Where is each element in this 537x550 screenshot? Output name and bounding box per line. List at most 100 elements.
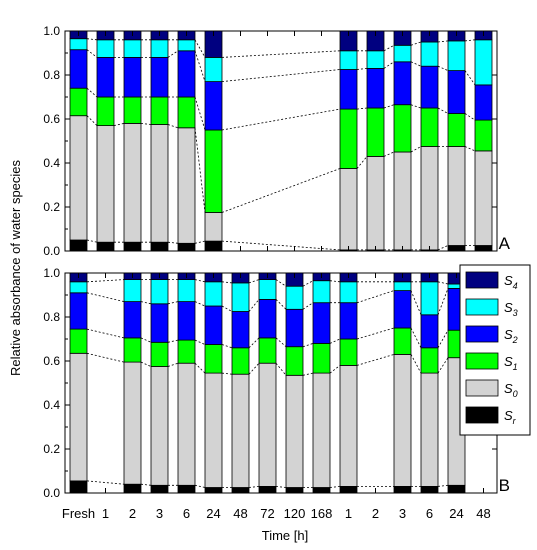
bar-segment-s0 (231, 373, 250, 488)
y-tick-label: 0.6 (43, 112, 60, 126)
bar-segment-s2 (150, 303, 169, 343)
bar-segment-s3 (177, 279, 196, 303)
connector-line (248, 337, 260, 349)
bar-segment-s1 (204, 129, 223, 213)
bar-stack (420, 272, 439, 494)
connector-line (167, 50, 179, 58)
connector-line (221, 50, 341, 58)
bar-segment-s2 (150, 57, 169, 98)
x-tick-label: 72 (260, 506, 274, 521)
y-tick-label: 0.6 (43, 354, 60, 368)
bar-segment-s1 (447, 113, 466, 147)
connector-line (356, 290, 395, 304)
connector-line (86, 115, 98, 126)
connector-line (194, 362, 206, 374)
bar-segment-s0 (366, 155, 385, 251)
connector-line (248, 279, 260, 284)
legend: S4 S3 S2 S1 S0 Sr (459, 264, 531, 436)
bar-segment-s0 (96, 125, 115, 243)
bar-stack (231, 272, 250, 494)
bar-segment-s1 (177, 339, 196, 364)
y-tick-label: 1.0 (43, 24, 60, 38)
bar-segment-s2 (69, 49, 88, 89)
bar-segment-s1 (150, 96, 169, 125)
legend-swatch (465, 298, 499, 316)
bar-segment-s0 (312, 372, 331, 488)
bar-stack (123, 272, 142, 494)
bar-segment-s3 (123, 279, 142, 303)
bar-segment-s0 (339, 364, 358, 487)
bar-segment-s3 (150, 39, 169, 58)
bar-segment-s2 (393, 290, 412, 329)
connector-line (356, 156, 368, 169)
y-axis-label: Relative absorbance of water species (8, 159, 23, 376)
x-axis-label: Time [h] (262, 528, 308, 543)
bar-stack (366, 30, 385, 252)
panel-label: A (499, 234, 511, 253)
connector-line (194, 484, 206, 488)
connector-line (86, 38, 98, 41)
bar-segment-s1 (393, 327, 412, 355)
bar-stack (258, 272, 277, 494)
connector-line (437, 40, 449, 43)
bar-segment-s2 (285, 308, 304, 348)
bar-stack (123, 30, 142, 252)
bar-stack (285, 272, 304, 494)
x-tick-label: 24 (449, 506, 463, 521)
bar-segment-s2 (177, 301, 196, 341)
bar-segment-s0 (69, 352, 88, 482)
bar-segment-s1 (69, 328, 88, 354)
connector-line (167, 301, 179, 305)
bar-segment-s0 (420, 372, 439, 487)
connector-line (221, 281, 233, 284)
x-tick-label: 3 (399, 506, 406, 521)
connector-line (275, 486, 287, 488)
connector-line (140, 361, 152, 367)
connector-line (437, 357, 449, 374)
connector-line (329, 338, 341, 344)
panel-a: 0.0 0.2 0.4 0.6 0.8 1.0 A (43, 24, 510, 258)
connector-line (464, 39, 476, 42)
connector-line (86, 352, 125, 363)
legend-swatch (465, 352, 499, 370)
bar-segment-s0 (150, 366, 169, 486)
connector-line (329, 280, 341, 283)
bar-segment-s2 (96, 57, 115, 98)
connector-line (221, 240, 341, 251)
connector-line (194, 279, 206, 283)
bar-segment-s1 (420, 107, 439, 147)
bar-stack (447, 30, 466, 252)
connector-line (86, 279, 125, 283)
bar-segment-s2 (231, 311, 250, 349)
y-tick-label: 0.4 (43, 156, 60, 170)
bar-segment-s3 (96, 39, 115, 58)
bar-segment-s3 (393, 44, 412, 63)
bar-segment-s2 (123, 301, 142, 339)
legend-label: S1 (504, 354, 518, 372)
connector-line (383, 104, 395, 109)
connector-line (221, 305, 233, 312)
legend-label: S2 (504, 327, 518, 345)
connector-line (194, 50, 206, 82)
connector-line (86, 480, 125, 485)
connector-line (248, 486, 260, 488)
bar-segment-s3 (69, 38, 88, 51)
bar-segment-s1 (231, 347, 250, 375)
bar-segment-s1 (420, 347, 439, 374)
bar-segment-s0 (177, 362, 196, 486)
connector-line (221, 372, 233, 375)
connector-line (437, 330, 449, 348)
legend-label: S3 (504, 300, 518, 318)
bar-segment-s2 (204, 81, 223, 131)
bar-segment-s3 (339, 50, 358, 70)
connector-line (140, 337, 152, 343)
connector-line (113, 123, 125, 126)
x-tick-label: 1 (102, 506, 109, 521)
bar-segment-s2 (339, 302, 358, 340)
legend-label: S4 (504, 273, 518, 291)
bar-segment-s1 (393, 104, 412, 153)
connector-line (194, 39, 206, 58)
panel-label: B (499, 476, 510, 495)
connector-line (194, 240, 206, 244)
